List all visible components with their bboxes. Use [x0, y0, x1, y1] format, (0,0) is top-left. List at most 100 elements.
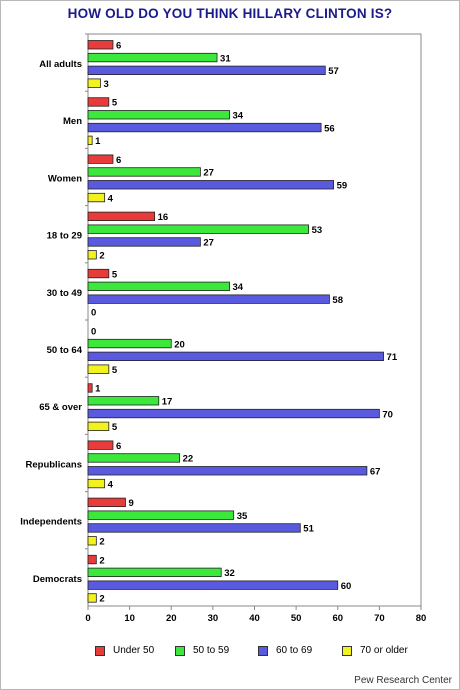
- source-label: Pew Research Center: [354, 675, 452, 686]
- data-label: 70: [382, 409, 393, 420]
- data-label: 5: [112, 365, 118, 376]
- legend-item: 50 to 59: [175, 645, 229, 656]
- bar: [87, 78, 101, 88]
- data-label: 17: [162, 397, 173, 408]
- bar: [87, 351, 384, 362]
- bar: [87, 478, 106, 489]
- data-label: 27: [203, 238, 214, 249]
- x-tick-label: 70: [374, 613, 385, 624]
- data-label: 9: [128, 498, 133, 509]
- data-label: 34: [233, 282, 244, 293]
- data-label: 67: [370, 467, 381, 478]
- category-label: 50 to 64: [47, 345, 83, 356]
- legend-item: Under 50: [95, 645, 154, 656]
- bar: [87, 466, 368, 476]
- category-label: Republicans: [26, 459, 83, 470]
- x-tick-label: 80: [416, 613, 427, 624]
- legend-swatch: [95, 645, 105, 656]
- data-label: 20: [174, 339, 185, 350]
- legend-label: 70 or older: [360, 645, 408, 656]
- category-label: Democrats: [33, 574, 82, 585]
- data-label: 16: [158, 212, 169, 223]
- bar: [87, 122, 322, 133]
- x-tick-label: 10: [124, 613, 135, 624]
- data-label: 5: [112, 269, 118, 280]
- data-label: 6: [116, 155, 121, 166]
- bar: [87, 237, 201, 247]
- bar: [87, 421, 110, 432]
- data-label: 2: [99, 537, 104, 548]
- bar: [87, 396, 160, 406]
- x-tick-label: 40: [249, 613, 260, 624]
- data-label: 59: [337, 181, 348, 192]
- legend-swatch: [175, 645, 185, 656]
- legend-swatch: [258, 645, 268, 656]
- category-label: Women: [48, 173, 82, 184]
- data-label: 57: [328, 66, 339, 77]
- data-label: 58: [332, 295, 343, 306]
- data-label: 51: [303, 524, 314, 535]
- bar: [87, 224, 310, 234]
- bar: [87, 523, 301, 533]
- legend-item: 60 to 69: [258, 645, 312, 656]
- bar: [87, 167, 201, 177]
- data-label: 34: [233, 111, 244, 122]
- bar: [87, 250, 97, 260]
- legend-label: 60 to 69: [276, 645, 313, 656]
- bar: [87, 580, 339, 590]
- bar: [87, 268, 110, 279]
- x-tick-label: 30: [208, 613, 219, 624]
- bar: [87, 192, 106, 203]
- data-label: 1: [95, 384, 101, 395]
- x-tick-label: 60: [332, 613, 343, 624]
- data-label: 4: [108, 193, 114, 204]
- bar: [87, 338, 172, 349]
- data-label: 0: [91, 327, 96, 338]
- data-label: 6: [116, 41, 121, 52]
- bar: [87, 497, 126, 508]
- data-label: 71: [387, 352, 398, 363]
- data-label: 6: [116, 441, 121, 452]
- data-label: 0: [91, 308, 96, 319]
- legend: Under 50 50 to 59 60 to 69 70 or older: [0, 645, 460, 661]
- bar: [87, 40, 114, 50]
- bar: [87, 453, 180, 463]
- data-label: 32: [224, 568, 235, 579]
- bar: [87, 593, 97, 603]
- chart-title: HOW OLD DO YOU THINK HILLARY CLINTON IS?: [67, 6, 393, 21]
- category-label: Men: [63, 116, 82, 127]
- x-tick-label: 50: [291, 613, 302, 624]
- bar: [87, 510, 235, 520]
- bar: [87, 364, 110, 374]
- x-tick-label: 20: [166, 613, 177, 624]
- category-label: All adults: [39, 59, 82, 70]
- data-label: 5: [112, 98, 118, 109]
- data-label: 22: [183, 454, 194, 465]
- data-label: 27: [203, 168, 214, 179]
- bar: [87, 294, 330, 304]
- bar: [87, 536, 97, 546]
- bar: [87, 281, 230, 292]
- category-label: 65 & over: [39, 402, 82, 413]
- legend-label: 50 to 59: [193, 645, 230, 656]
- bar: [87, 135, 93, 146]
- bar: [87, 211, 155, 222]
- data-label: 5: [112, 422, 118, 433]
- plot-area: [87, 33, 422, 607]
- bar: [87, 52, 218, 63]
- data-label: 1: [95, 136, 101, 147]
- category-label: Independents: [20, 517, 82, 528]
- bar: [87, 65, 326, 75]
- legend-label: Under 50: [113, 645, 155, 656]
- bar: [87, 110, 230, 120]
- data-label: 4: [108, 479, 114, 490]
- data-label: 3: [103, 79, 108, 90]
- data-label: 2: [99, 251, 104, 262]
- data-label: 60: [341, 581, 352, 592]
- bar: [87, 154, 114, 164]
- data-label: 31: [220, 53, 231, 64]
- bar: [87, 383, 93, 393]
- bar: [87, 97, 110, 107]
- data-label: 2: [99, 594, 104, 605]
